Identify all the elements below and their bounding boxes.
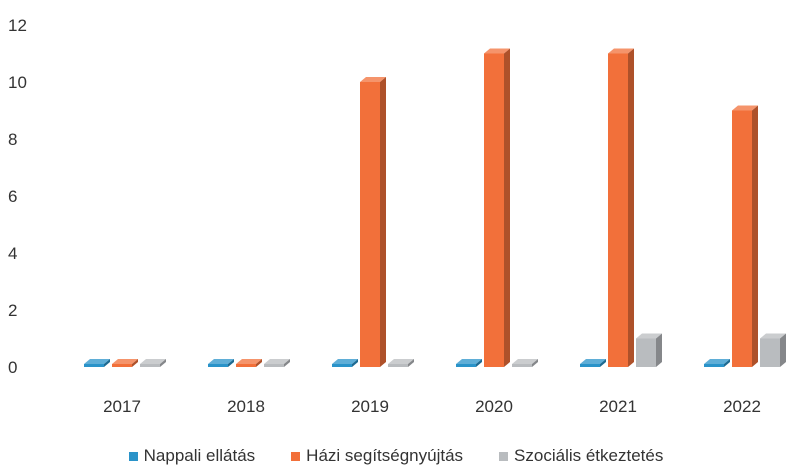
x-tick-label: 2020 [475, 397, 513, 416]
bar [208, 359, 234, 367]
bar [636, 333, 662, 367]
legend-swatch-nappali [128, 451, 138, 461]
x-tick-label: 2022 [723, 397, 761, 416]
y-tick-label: 4 [8, 244, 17, 263]
x-tick-label: 2021 [599, 397, 637, 416]
y-tick-label: 6 [8, 187, 17, 206]
legend-item-szocialis: Szociális étkeztetés [499, 444, 663, 468]
bar [732, 105, 758, 367]
x-tick-label: 2018 [227, 397, 265, 416]
legend-swatch-hazi [291, 451, 301, 461]
legend-label-nappali: Nappali ellátás [143, 446, 256, 465]
bar [484, 48, 510, 367]
y-tick-label: 12 [8, 16, 27, 35]
y-tick-label: 0 [8, 358, 17, 377]
bar [456, 359, 482, 367]
bar [236, 359, 262, 367]
bar [580, 359, 606, 367]
x-axis-ticks: 2017 2018 2019 2020 2021 2022 [103, 397, 761, 416]
bar [264, 359, 290, 367]
bar [704, 359, 730, 367]
x-tick-label: 2017 [103, 397, 141, 416]
legend-item-nappali: Nappali ellátás [128, 444, 256, 468]
legend-label-szocialis: Szociális étkeztetés [514, 446, 664, 465]
y-tick-label: 8 [8, 130, 17, 149]
bar [112, 359, 138, 367]
bar [140, 359, 166, 367]
legend-swatch-szocialis [499, 451, 509, 461]
y-tick-label: 10 [8, 73, 27, 92]
y-axis-ticks: 0 2 4 6 8 10 12 [8, 16, 27, 377]
legend-item-hazi: Házi segítségnyújtás [291, 444, 463, 468]
bar [388, 359, 414, 367]
bar [84, 359, 110, 367]
bar [332, 359, 358, 367]
bar [360, 77, 386, 367]
legend: Nappali ellátás Házi segítségnyújtás Szo… [0, 444, 792, 468]
bar [512, 359, 538, 367]
legend-label-hazi: Házi segítségnyújtás [306, 446, 464, 465]
bar [760, 333, 786, 367]
bar [608, 48, 634, 367]
y-tick-label: 2 [8, 301, 17, 320]
x-tick-label: 2019 [351, 397, 389, 416]
bars [84, 48, 786, 367]
